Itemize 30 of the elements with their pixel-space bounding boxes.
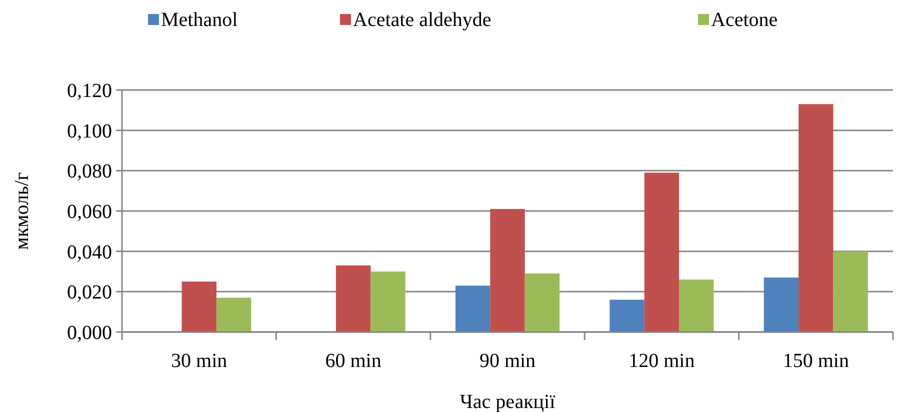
- bar: [798, 104, 834, 332]
- bar: [336, 265, 371, 332]
- y-axis-title: мкмоль/г: [11, 172, 33, 250]
- x-tick-label: 30 min: [171, 350, 228, 372]
- bar: [644, 172, 680, 332]
- bar: [216, 298, 252, 332]
- y-tick-label: 0,120: [67, 80, 112, 102]
- legend-label: Acetate aldehyde: [353, 9, 492, 31]
- y-tick-label: 0,080: [67, 160, 112, 183]
- bar: [455, 286, 490, 332]
- x-tick-label: 60 min: [325, 350, 382, 372]
- bar: [833, 251, 868, 332]
- bar: [490, 208, 525, 332]
- bar: [679, 280, 714, 332]
- x-tick-label: 150 min: [782, 350, 849, 372]
- legend-label: Acetone: [711, 9, 778, 31]
- bar: [764, 278, 799, 332]
- legend-label: Methanol: [161, 9, 238, 31]
- bar: [370, 272, 406, 332]
- bar: [610, 300, 644, 332]
- y-tick-label: 0,060: [67, 201, 112, 223]
- y-tick-label: 0,040: [67, 241, 112, 264]
- y-tick-label: 0,000: [67, 322, 112, 344]
- bar: [524, 274, 560, 332]
- y-tick-label: 0,020: [67, 282, 112, 304]
- x-axis-title: Час реакції: [460, 391, 556, 412]
- y-tick-label: 0,100: [67, 120, 112, 142]
- x-tick-label: 120 min: [628, 350, 695, 372]
- bar: [182, 282, 216, 332]
- x-tick-label: 90 min: [479, 350, 536, 372]
